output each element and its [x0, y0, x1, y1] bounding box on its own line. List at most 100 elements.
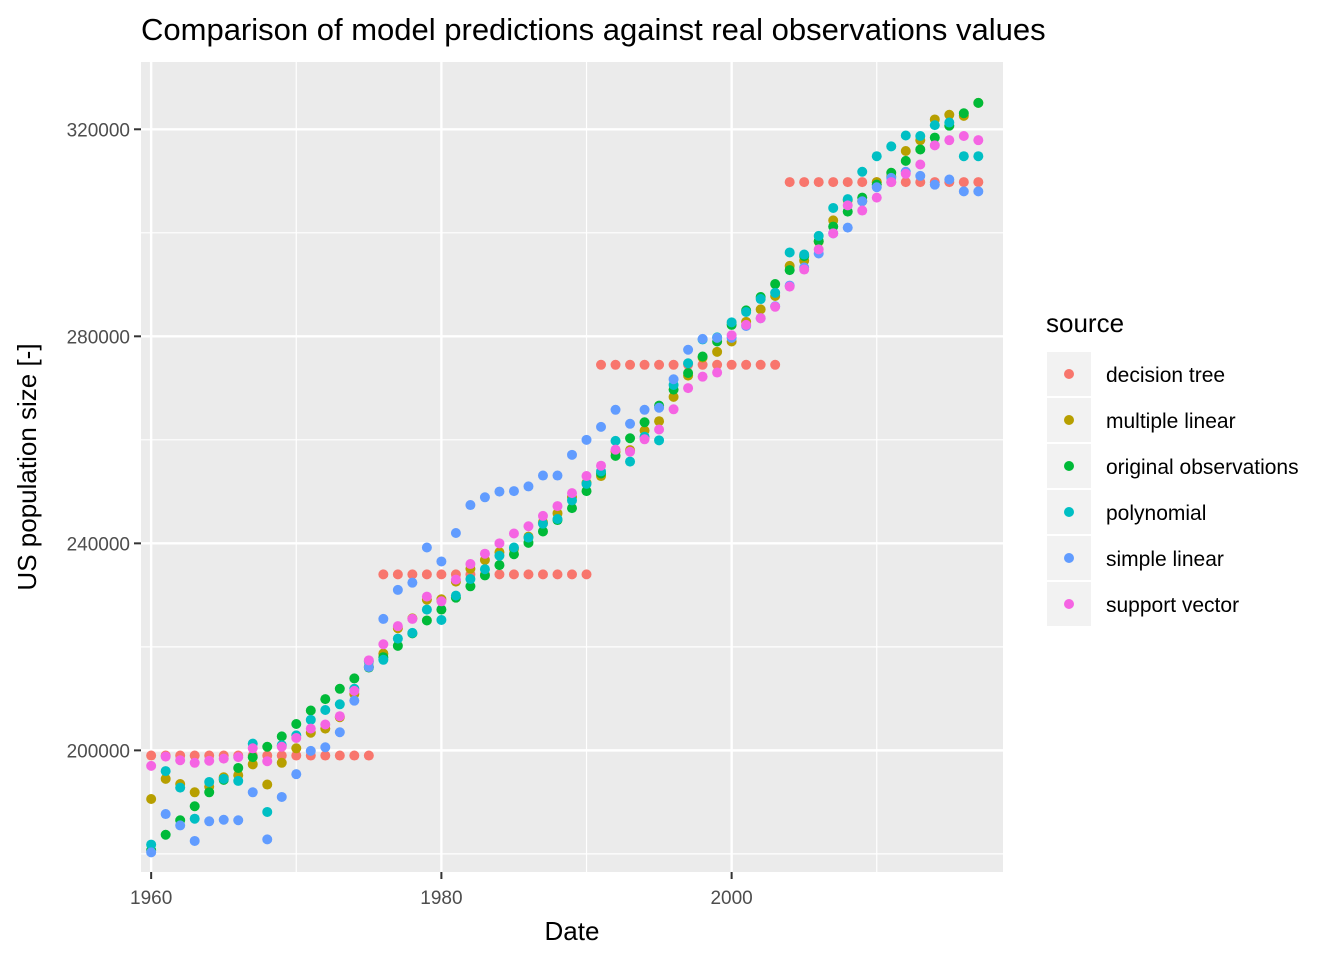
point-polynomial: [175, 782, 186, 793]
legend: source decision tree multiple linear origi…: [1046, 308, 1299, 626]
point-polynomial: [407, 627, 418, 638]
y-axis-title: US population size [-]: [12, 343, 42, 590]
point-simple-linear: [625, 418, 636, 429]
point-polynomial: [436, 614, 447, 625]
point-original-observations: [697, 351, 708, 362]
point-support-vector: [218, 753, 229, 764]
point-support-vector: [494, 538, 505, 549]
point-support-vector: [886, 177, 897, 188]
point-polynomial: [450, 590, 461, 601]
point-polynomial: [581, 478, 592, 489]
point-polynomial: [944, 117, 955, 128]
point-simple-linear: [712, 332, 723, 343]
point-support-vector: [712, 367, 723, 378]
point-support-vector: [537, 510, 548, 521]
legend-label-polynomial: polynomial: [1106, 502, 1206, 525]
point-support-vector: [189, 757, 200, 768]
point-polynomial: [320, 705, 331, 715]
point-decision-tree: [421, 569, 432, 580]
point-original-observations: [262, 741, 273, 752]
point-simple-linear: [421, 542, 432, 553]
point-support-vector: [958, 131, 969, 142]
point-polynomial: [508, 542, 519, 553]
point-original-observations: [567, 503, 577, 514]
point-decision-tree: [654, 359, 665, 370]
point-decision-tree: [276, 750, 287, 761]
point-original-observations: [581, 486, 592, 497]
point-simple-linear: [320, 742, 331, 753]
point-original-observations: [305, 705, 316, 716]
point-support-vector: [363, 655, 374, 666]
point-polynomial: [233, 775, 244, 786]
point-support-vector: [508, 528, 519, 539]
point-decision-tree: [552, 569, 563, 580]
point-simple-linear: [334, 727, 345, 738]
point-support-vector: [683, 383, 694, 394]
point-multiple-linear: [160, 773, 171, 784]
point-decision-tree: [392, 569, 403, 580]
point-simple-linear: [479, 492, 490, 503]
point-original-observations: [973, 97, 984, 108]
point-support-vector: [784, 281, 795, 292]
point-original-observations: [247, 752, 258, 763]
point-support-vector: [596, 460, 607, 471]
point-decision-tree: [770, 359, 781, 370]
point-support-vector: [581, 471, 592, 482]
point-original-observations: [929, 132, 940, 143]
point-polynomial: [189, 813, 200, 824]
point-multiple-linear: [712, 346, 723, 357]
point-decision-tree: [625, 359, 636, 370]
point-original-observations: [958, 108, 969, 119]
point-support-vector: [915, 159, 926, 170]
point-decision-tree: [857, 177, 868, 188]
point-multiple-linear: [668, 391, 679, 402]
point-polynomial: [160, 766, 171, 777]
legend-marker-decision-tree: [1064, 369, 1074, 379]
y-tick-label: 240000: [67, 534, 130, 555]
point-polynomial: [784, 247, 795, 258]
point-support-vector: [842, 200, 853, 211]
point-multiple-linear: [189, 787, 200, 798]
point-original-observations: [683, 368, 694, 379]
point-simple-linear: [842, 222, 853, 233]
point-simple-linear: [610, 404, 621, 415]
point-simple-linear: [944, 174, 955, 185]
point-original-observations: [900, 155, 911, 166]
point-decision-tree: [741, 359, 752, 370]
point-simple-linear: [233, 815, 244, 826]
point-support-vector: [900, 168, 911, 179]
point-polynomial: [770, 287, 781, 298]
point-polynomial: [146, 839, 157, 850]
point-simple-linear: [668, 374, 679, 385]
point-polynomial: [857, 166, 868, 177]
point-polynomial: [218, 773, 229, 784]
point-polynomial: [262, 806, 273, 817]
point-polynomial: [683, 358, 694, 369]
y-tick-label: 320000: [67, 120, 130, 141]
point-original-observations: [349, 673, 360, 684]
point-polynomial: [465, 574, 476, 585]
point-decision-tree: [639, 359, 650, 370]
point-support-vector: [305, 723, 316, 734]
point-original-observations: [334, 683, 345, 694]
point-support-vector: [334, 711, 345, 722]
point-simple-linear: [276, 791, 287, 802]
point-simple-linear: [683, 344, 694, 355]
point-decision-tree: [712, 359, 723, 370]
legend-label-original-observations: original observations: [1106, 456, 1299, 479]
point-original-observations: [915, 144, 926, 155]
point-support-vector: [755, 313, 766, 324]
point-simple-linear: [537, 470, 548, 481]
point-decision-tree: [508, 569, 519, 580]
legend-marker-multiple-linear: [1064, 415, 1074, 425]
point-polynomial: [654, 435, 665, 446]
point-polynomial: [610, 435, 621, 446]
point-polynomial: [755, 294, 766, 305]
point-support-vector: [262, 756, 273, 767]
point-original-observations: [537, 526, 548, 537]
x-tick-label: 2000: [710, 888, 752, 909]
point-simple-linear: [189, 835, 200, 846]
point-simple-linear: [392, 584, 403, 595]
point-support-vector: [320, 719, 331, 730]
